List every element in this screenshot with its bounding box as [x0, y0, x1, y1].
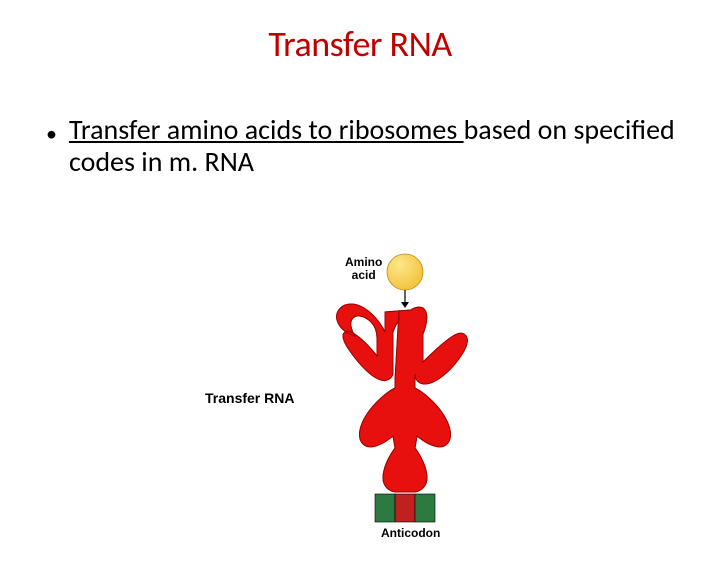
bullet-item: • Transfer amino acids to ribosomes base…	[46, 114, 680, 178]
bullet-marker: •	[46, 120, 57, 147]
arrow-head	[401, 302, 409, 308]
bullet-text: Transfer amino acids to ribosomes based …	[69, 114, 680, 178]
amino-acid-sphere	[387, 254, 423, 290]
anticodon-box-3	[415, 494, 435, 522]
amino-acid-label: Aminoacid	[345, 256, 382, 281]
bullet-underlined: Transfer amino acids to ribosomes	[69, 112, 464, 147]
anticodon-label: Anticodon	[381, 526, 440, 540]
transfer-rna-label: Transfer RNA	[205, 390, 294, 406]
trna-diagram: Aminoacid Transfer RNA Anticodon	[205, 242, 525, 542]
bullet-list: • Transfer amino acids to ribosomes base…	[46, 114, 680, 178]
page-title: Transfer RNA	[0, 22, 720, 66]
anticodon-box-2	[395, 494, 415, 522]
anticodon-box-1	[375, 494, 395, 522]
